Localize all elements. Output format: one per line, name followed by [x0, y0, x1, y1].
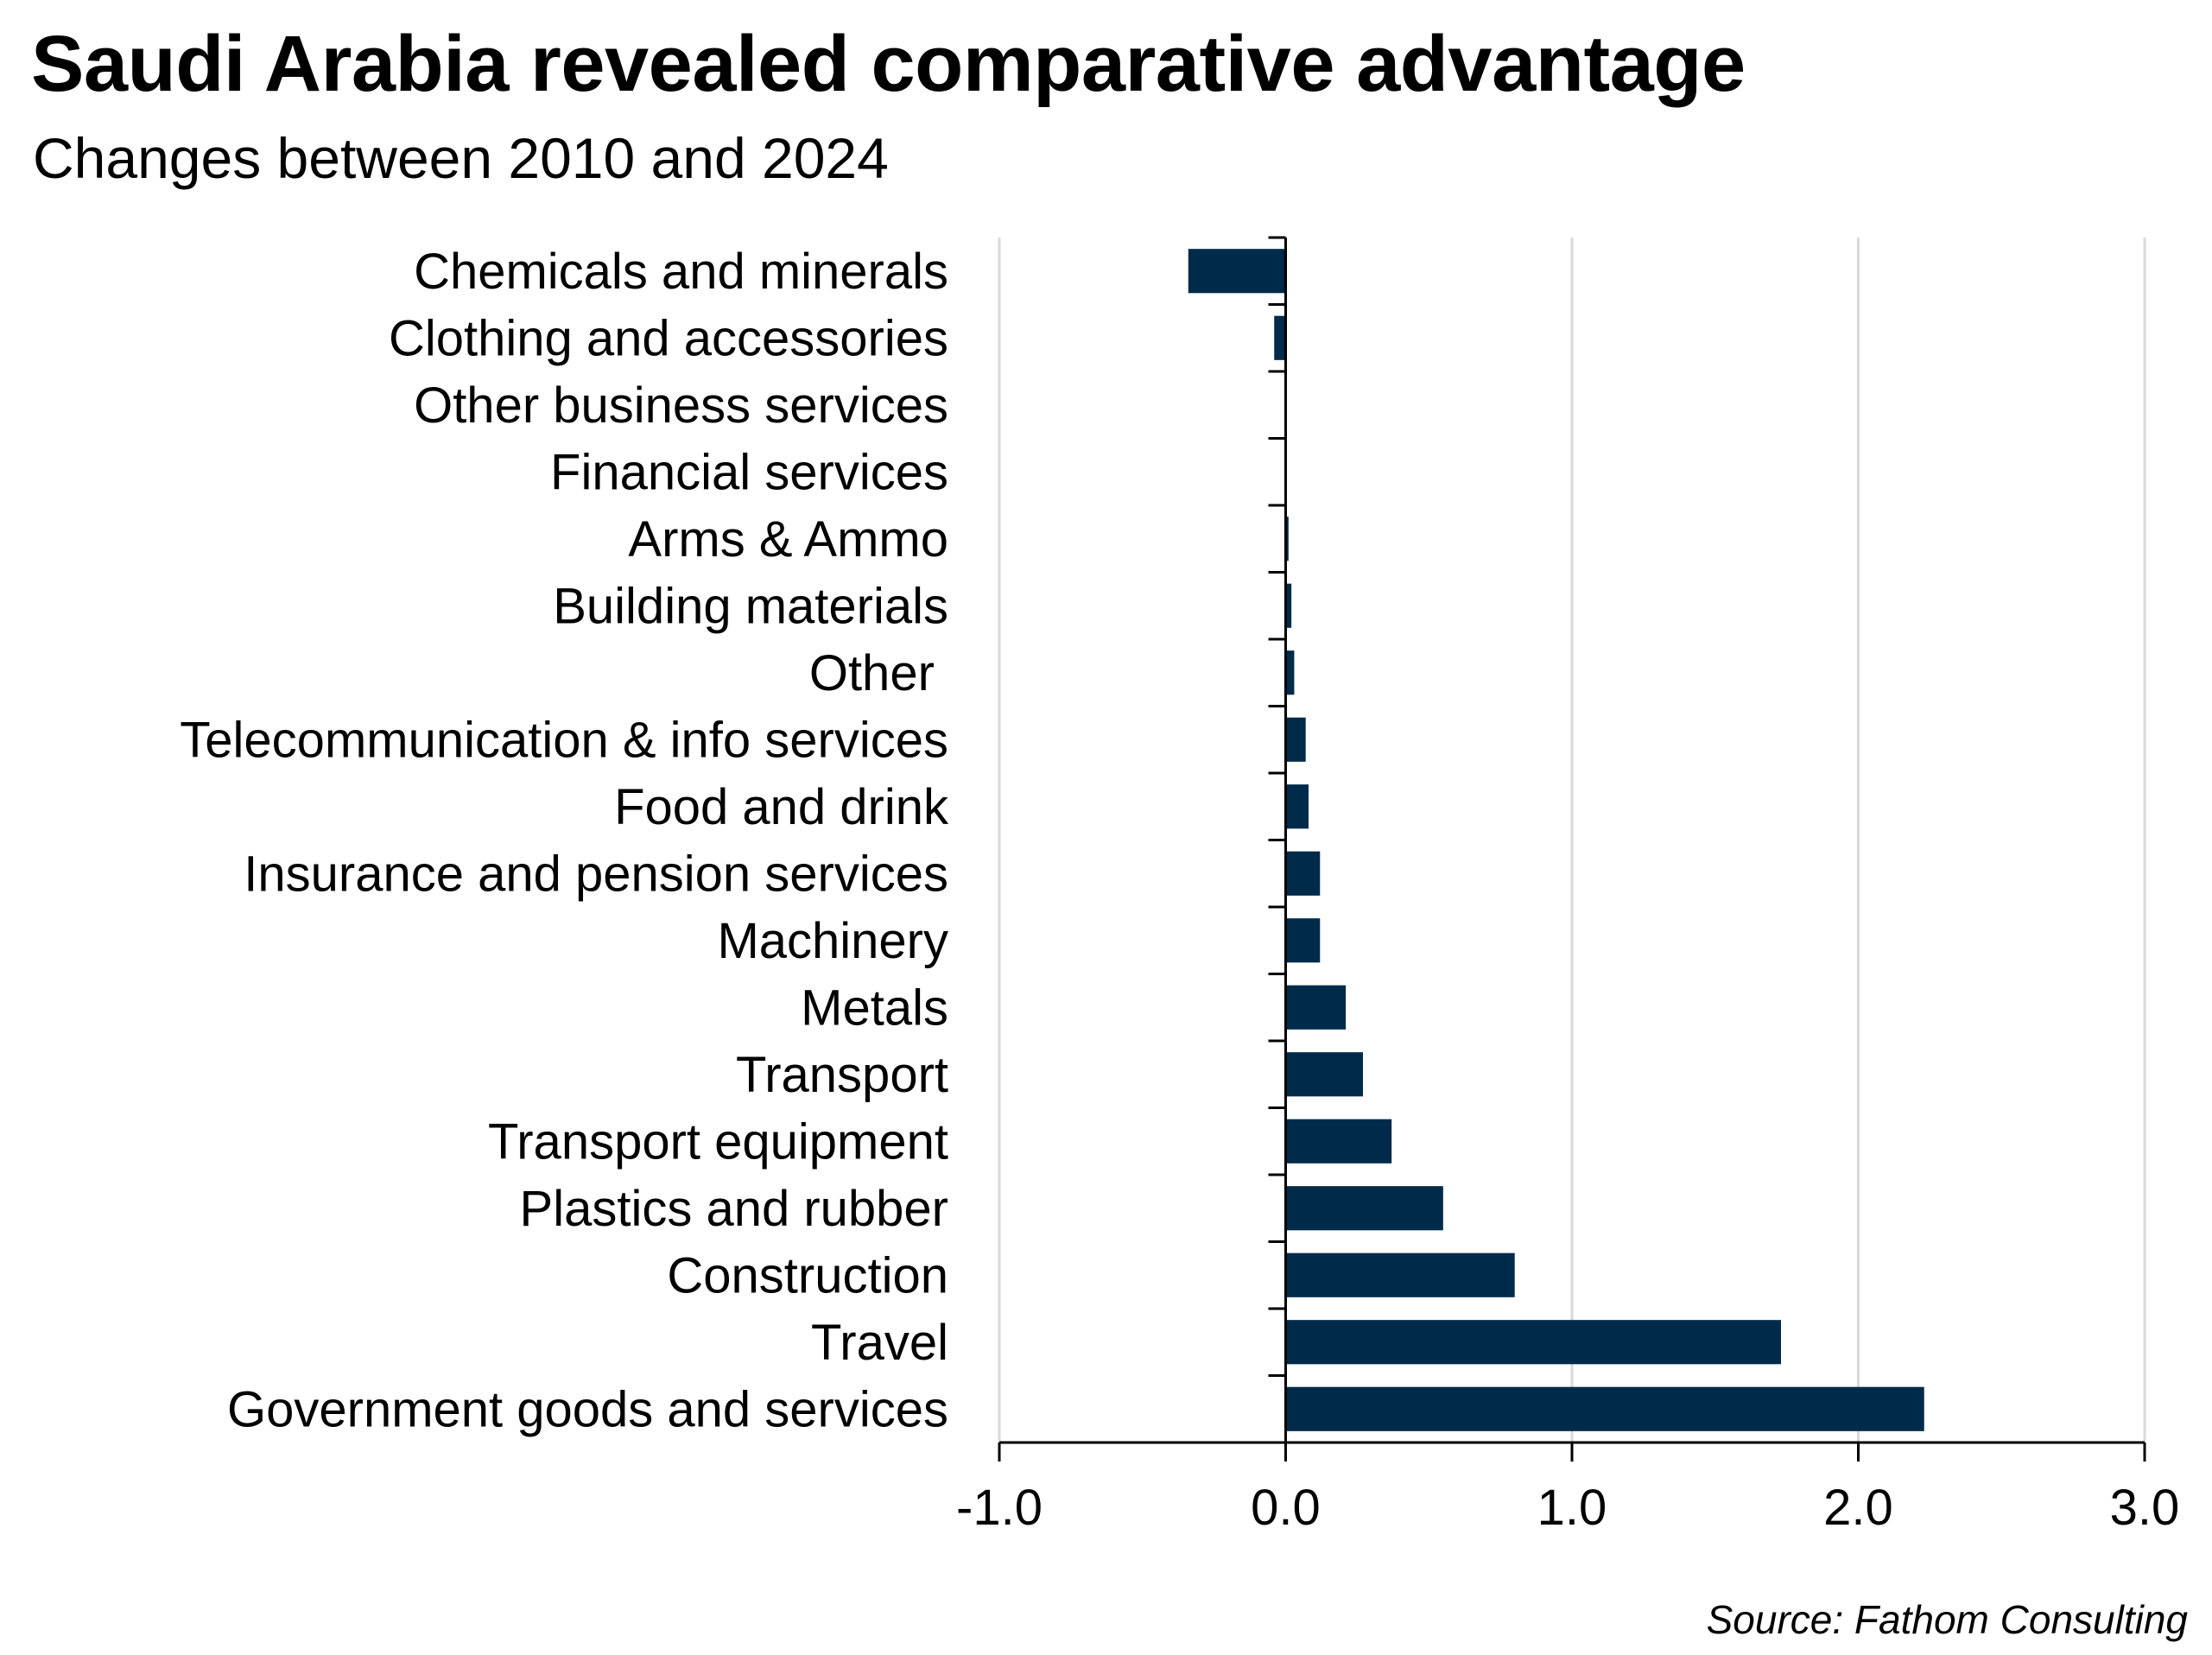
- x-tick-label: 2.0: [1823, 1480, 1893, 1536]
- category-label: Other: [809, 645, 948, 701]
- bar: [1285, 985, 1347, 1030]
- bar: [1285, 784, 1309, 829]
- bar: [1285, 851, 1321, 896]
- bar: [1188, 249, 1286, 294]
- bar: [1285, 650, 1295, 695]
- category-label: Arms & Ammo: [628, 511, 948, 568]
- x-tick-labels: -1.0 0.0 1.0 2.0 3.0: [956, 1480, 2179, 1536]
- bar: [1285, 1386, 1924, 1431]
- category-label: Metals: [801, 980, 948, 1036]
- category-label: Building materials: [553, 578, 948, 634]
- x-tick-label: 3.0: [2110, 1480, 2180, 1536]
- category-label: Transport: [736, 1047, 948, 1103]
- category-label: Travel: [811, 1315, 948, 1371]
- bar: [1285, 517, 1289, 561]
- category-label: Construction: [667, 1247, 948, 1303]
- source-note: Source: Fathom Consulting: [1706, 1597, 2188, 1642]
- bar: [1274, 315, 1286, 360]
- category-label: Government goods and services: [227, 1381, 948, 1437]
- category-label: Telecommunication & info services: [180, 712, 948, 768]
- bar: [1285, 1052, 1364, 1097]
- x-tick-label: 0.0: [1251, 1480, 1321, 1536]
- gridlines: [998, 238, 2146, 1443]
- category-label: Other business services: [414, 377, 948, 434]
- category-label: Insurance and pension services: [244, 846, 948, 902]
- x-tick-label: -1.0: [956, 1480, 1043, 1536]
- bar: [1285, 1252, 1515, 1297]
- bar: [1285, 1320, 1781, 1365]
- bar: [1285, 1119, 1392, 1164]
- category-label: Food and drink: [614, 779, 949, 835]
- axes: [998, 236, 2146, 1462]
- bar: [1285, 717, 1306, 762]
- category-label: Machinery: [717, 913, 948, 969]
- bar: [1285, 918, 1321, 963]
- x-tick-label: 1.0: [1537, 1480, 1607, 1536]
- category-labels: Chemicals and minerals Clothing and acces…: [180, 244, 949, 1438]
- bar: [1285, 1186, 1443, 1231]
- chart-subtitle: Changes between 2010 and 2024: [33, 126, 889, 190]
- category-label: Financial services: [550, 444, 948, 500]
- bars: [1188, 249, 1924, 1431]
- category-label: Transport equipment: [488, 1113, 948, 1170]
- bar: [1285, 583, 1292, 628]
- category-label: Plastics and rubber: [520, 1181, 948, 1237]
- category-label: Clothing and accessories: [389, 310, 948, 366]
- chart-title: Saudi Arabia revealed comparative advant…: [31, 20, 1746, 108]
- category-label: Chemicals and minerals: [414, 244, 948, 300]
